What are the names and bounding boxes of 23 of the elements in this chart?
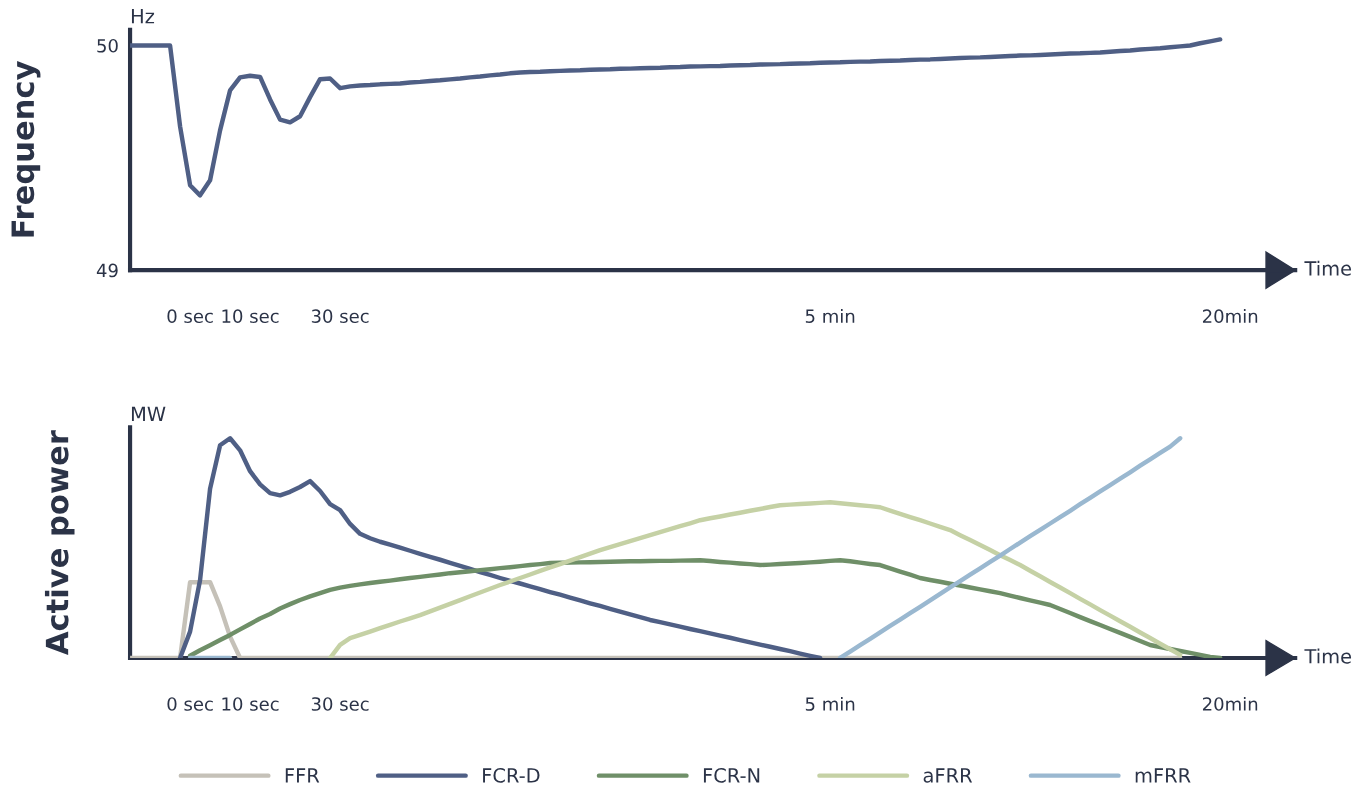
x-tick-label: 10 sec	[222, 309, 279, 324]
y-axis-title: Active power	[44, 430, 75, 655]
x-tick-label: 30 sec	[311, 697, 369, 711]
x-axis-title: Time	[1304, 648, 1352, 664]
x-tick-label: 10 sec	[222, 697, 279, 711]
legend-label: FCR-D	[483, 768, 540, 783]
x-tick-label: 5 min	[805, 696, 855, 711]
x-tick-label: 0 sec	[167, 309, 213, 324]
x-tick-label: 30 sec	[311, 309, 369, 324]
x-tick-label: 20min	[1202, 309, 1258, 324]
legend-label: FFR	[285, 768, 320, 783]
legend-label: FCR-N	[703, 768, 760, 783]
y-tick-label: 49	[96, 263, 118, 278]
y-tick-label: 50	[97, 38, 118, 53]
legend-label: mFRR	[1135, 768, 1191, 783]
text: MW	[131, 406, 166, 421]
y-axis-title: Frequency	[11, 61, 41, 237]
x-tick-label: 0 sec	[167, 697, 213, 711]
x-tick-label: 5 min	[805, 309, 855, 324]
legend-label: aFRR	[923, 768, 973, 783]
x-tick-label: 20min	[1202, 696, 1258, 711]
text: Hz	[131, 9, 155, 24]
x-axis-title: Time	[1304, 260, 1352, 276]
